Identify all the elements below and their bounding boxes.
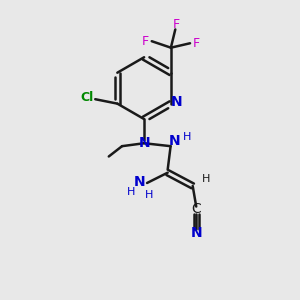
Text: C: C	[191, 202, 201, 216]
Text: F: F	[193, 37, 200, 50]
Text: N: N	[170, 95, 182, 109]
Text: N: N	[168, 134, 180, 148]
Text: N: N	[134, 175, 146, 188]
Text: H: H	[127, 188, 135, 197]
Text: N: N	[190, 226, 202, 240]
Text: F: F	[173, 18, 180, 31]
Text: H: H	[145, 190, 154, 200]
Text: F: F	[142, 35, 149, 48]
Text: Cl: Cl	[80, 91, 94, 104]
Text: H: H	[202, 174, 210, 184]
Text: N: N	[138, 136, 150, 150]
Text: H: H	[183, 132, 191, 142]
